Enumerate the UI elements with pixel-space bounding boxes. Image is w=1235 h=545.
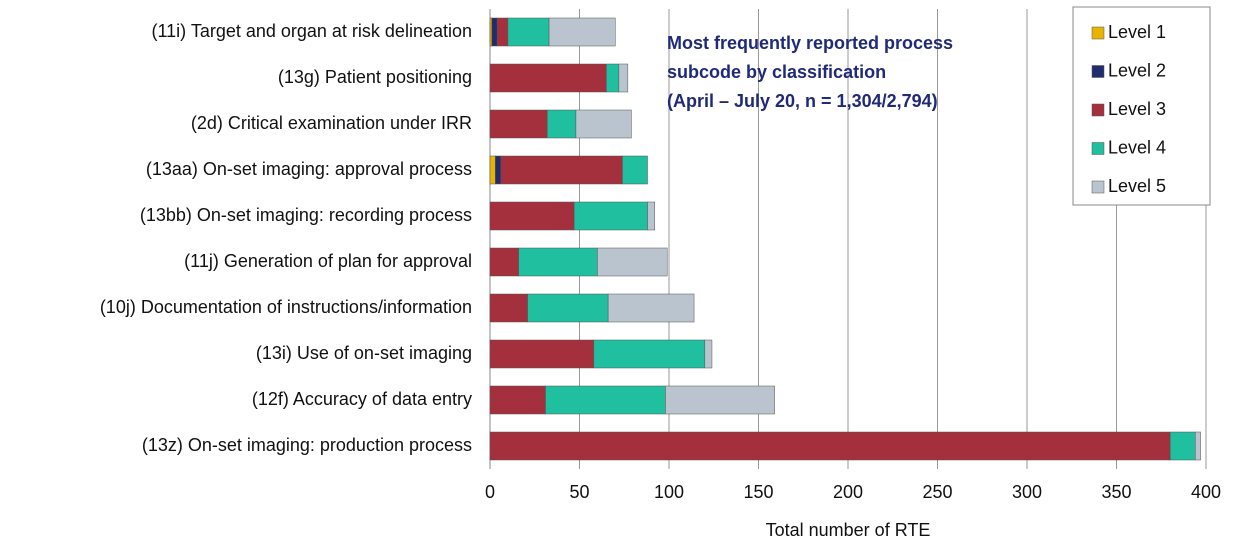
annotation: subcode by classification	[667, 62, 886, 82]
bar-segment	[491, 17, 498, 47]
legend-box	[1072, 6, 1211, 206]
bar-segment	[489, 385, 546, 415]
bar-segment	[489, 201, 575, 231]
y-tick-label: (13i) Use of on-set imaging	[256, 343, 472, 363]
legend-label: Level 3	[1108, 99, 1166, 119]
bar-segment	[489, 17, 493, 47]
legend-label: Level 2	[1108, 60, 1166, 80]
x-tick-label: 250	[922, 482, 952, 502]
bar-segment	[597, 247, 668, 277]
x-tick-label: 350	[1101, 482, 1131, 502]
bar-segment	[489, 247, 519, 277]
bar-segment	[647, 201, 655, 231]
x-tick-label: 200	[833, 482, 863, 502]
bar-segment	[495, 155, 501, 185]
bar-segment	[1169, 431, 1196, 461]
y-tick-label: (13g) Patient positioning	[278, 67, 472, 87]
legend-marker	[1091, 103, 1105, 117]
legend-marker	[1091, 65, 1105, 78]
legend-label: Level 1	[1108, 22, 1166, 42]
x-tick-label: 300	[1012, 482, 1042, 502]
x-tick-label: 400	[1191, 482, 1221, 502]
legend-label: Level 4	[1108, 137, 1166, 157]
annotation: Most frequently reported process	[667, 33, 953, 53]
legend-marker	[1091, 142, 1105, 155]
bar-segment	[704, 339, 713, 369]
bar-segment	[507, 17, 550, 47]
bar-segment	[606, 63, 620, 93]
legend-marker	[1091, 26, 1105, 40]
y-tick-label: (13z) On-set imaging: production process	[142, 435, 472, 455]
x-tick-label: 50	[569, 482, 589, 502]
bar-segment	[500, 155, 623, 185]
bar-segment	[489, 339, 595, 369]
bar-segment	[489, 63, 607, 93]
y-tick-label: (2d) Critical examination under IRR	[191, 113, 472, 133]
y-tick-label: (11i) Target and organ at risk delineati…	[151, 21, 472, 41]
bar-segment	[518, 247, 598, 277]
bar-segment	[489, 431, 1171, 461]
legend-marker	[1091, 180, 1105, 194]
bar-segment	[489, 109, 548, 139]
y-tick-label: (12f) Accuracy of data entry	[252, 389, 472, 409]
bar-segment	[496, 17, 509, 47]
bar-segment	[547, 109, 577, 139]
bar-segment	[545, 385, 666, 415]
bar-segment	[607, 293, 695, 323]
bar-segment	[548, 17, 616, 47]
bar-segment	[618, 63, 629, 93]
bar-segment	[1195, 431, 1201, 461]
x-tick-label: 150	[743, 482, 773, 502]
bar-segment	[489, 293, 528, 323]
y-tick-label: (13bb) On-set imaging: recording process	[140, 205, 472, 225]
bar-segment	[665, 385, 775, 415]
x-tick-label: 0	[485, 482, 495, 502]
legend-label: Level 5	[1108, 176, 1166, 196]
y-tick-label: (10j) Documentation of instructions/info…	[100, 297, 472, 317]
bar-segment	[527, 293, 609, 323]
bar-segment	[573, 201, 648, 231]
y-tick-label: (11j) Generation of plan for approval	[184, 251, 472, 271]
annotation: (April – July 20, n = 1,304/2,794)	[667, 91, 938, 111]
bar-segment	[489, 155, 496, 185]
x-axis-title: Total number of RTE	[766, 520, 931, 540]
x-tick-label: 100	[654, 482, 684, 502]
bar-segment	[575, 109, 632, 139]
bar-segment	[593, 339, 706, 369]
y-tick-label: (13aa) On-set imaging: approval process	[146, 159, 472, 179]
bar-segment	[622, 155, 648, 185]
